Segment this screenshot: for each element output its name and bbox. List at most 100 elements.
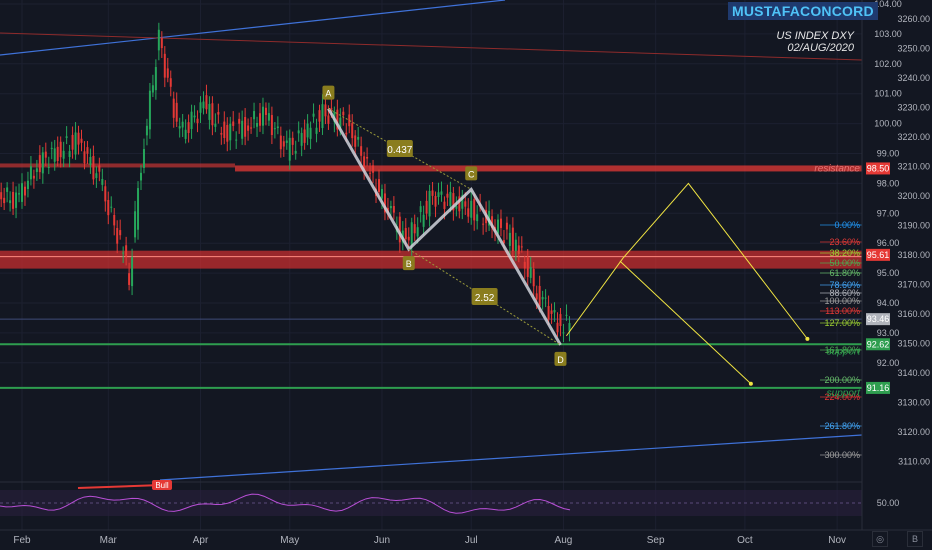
rsi-divergence-line [77, 484, 163, 489]
ratio-line-ac [328, 108, 472, 190]
candle-body [294, 150, 297, 154]
candle-body [244, 117, 247, 137]
candle-body [413, 224, 416, 234]
month-tick-label: Apr [193, 535, 209, 546]
candle-body [324, 104, 327, 117]
projection-path [566, 182, 808, 340]
candle-body [398, 216, 401, 243]
rsi-line [0, 493, 571, 514]
candle-body [50, 147, 53, 149]
candle-body [190, 111, 193, 129]
candle-body [312, 113, 315, 117]
candle-body [196, 118, 199, 124]
alt-price-tick-label: 3170.00 [897, 280, 930, 290]
candle-body [232, 121, 235, 126]
candle-body [134, 211, 137, 238]
month-tick-label: Mar [100, 535, 118, 546]
candle-body [425, 200, 428, 214]
candle-body [300, 132, 303, 146]
candle-body [392, 206, 395, 213]
candle-body [553, 309, 556, 313]
candle-body [505, 222, 508, 230]
candle-body [458, 196, 461, 212]
candle-body [74, 132, 77, 155]
candle-body [181, 121, 184, 128]
candle-body [29, 166, 32, 180]
projection-arrowhead [748, 381, 753, 386]
price-tick-label: 94.00 [877, 298, 900, 308]
candle-body [202, 101, 205, 109]
candle-body [529, 267, 532, 278]
candle-body [357, 136, 360, 140]
candle-body [23, 186, 26, 196]
log-scale-button[interactable]: ◎ [872, 531, 888, 547]
alt-price-tick-label: 3210.00 [897, 162, 930, 172]
candle-body [217, 112, 220, 115]
candle-body [214, 123, 217, 127]
candle-body [523, 261, 526, 269]
alt-price-tick-label: 3130.00 [897, 398, 930, 408]
candle-body [110, 206, 113, 208]
candle-body [77, 132, 80, 145]
price-tag-bg [866, 313, 890, 326]
candle-body [44, 151, 47, 158]
alt-price-tick-label: 3220.00 [897, 132, 930, 142]
candle-body [416, 227, 419, 237]
candle-body [482, 223, 485, 225]
rsi-band [0, 490, 862, 516]
resistance-zone [235, 165, 862, 172]
candle-body [172, 98, 175, 118]
month-tick-label: May [280, 535, 299, 546]
rsi-tick-label: 50.00 [877, 498, 900, 508]
candle-body [101, 179, 104, 185]
point-a-label: A [325, 89, 331, 99]
price-tag-label: 91.16 [867, 383, 890, 393]
candle-body [514, 239, 517, 251]
alt-price-tick-label: 3110.00 [898, 457, 930, 467]
fib-level-label: 61.80% [829, 268, 860, 278]
price-tick-label: 103.00 [874, 29, 902, 39]
candle-body [378, 179, 380, 192]
candle-body [95, 173, 98, 179]
resistance-label: resistance [814, 163, 860, 174]
candle-body [47, 166, 50, 168]
candle-body [517, 245, 520, 254]
candle-body [410, 222, 413, 246]
date-label: 02/AUG/2020 [787, 42, 854, 54]
candle-body [41, 152, 44, 174]
candle-body [160, 38, 163, 49]
support-zone [0, 250, 862, 269]
price-tick-label: 97.00 [877, 208, 900, 218]
candle-body [83, 151, 86, 164]
candle-body [68, 151, 71, 158]
price-tick-label: 98.00 [877, 178, 900, 188]
upper-trendline [0, 0, 506, 56]
candle-body [452, 193, 455, 211]
chart-info: US INDEX DXY 02/AUG/2020 [776, 30, 854, 54]
month-tick-label: Oct [737, 535, 753, 546]
candle-body [473, 199, 476, 221]
ratio-label-ac: 0.437 [387, 145, 412, 156]
fib-level-label: 38.20% [829, 248, 860, 258]
point-b-label: B [406, 259, 412, 269]
candle-body [128, 273, 131, 285]
candle-body [247, 125, 250, 131]
auto-scale-button[interactable]: B [907, 531, 923, 547]
candle-body [223, 121, 226, 138]
month-tick-label: Sep [647, 535, 665, 546]
alt-price-tick-label: 3160.00 [897, 309, 930, 319]
price-tag-bg [866, 338, 890, 351]
resistance-zone-left [0, 163, 235, 168]
alt-price-tick-label: 3240.00 [897, 73, 930, 83]
candle-body [556, 322, 559, 333]
candle-body [568, 323, 571, 332]
price-tick-label: 100.00 [874, 119, 902, 129]
candle-body [502, 240, 505, 244]
candle-body [89, 156, 92, 165]
candle-body [419, 206, 422, 213]
candle-body [104, 186, 107, 202]
candle-body [354, 135, 357, 147]
candle-body [443, 201, 446, 209]
candle-body [422, 214, 425, 227]
